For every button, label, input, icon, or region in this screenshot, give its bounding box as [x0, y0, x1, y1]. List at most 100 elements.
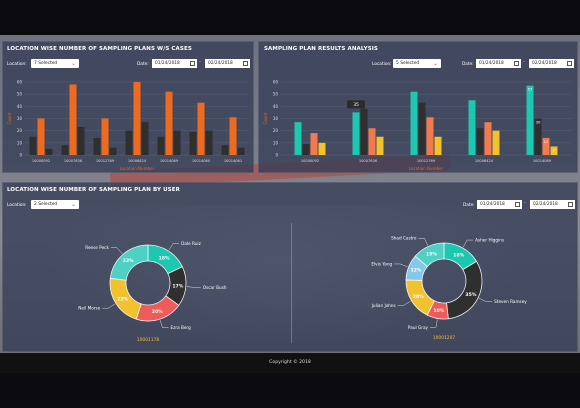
bar — [61, 145, 69, 155]
donut-slice — [109, 244, 149, 281]
calendar-icon[interactable] — [243, 61, 248, 66]
bar — [368, 128, 376, 155]
leader-line — [168, 243, 180, 251]
x-axis-title: Location Number — [409, 166, 444, 171]
bar — [534, 118, 542, 155]
date-to-input[interactable]: 02/24/2018 — [530, 200, 575, 209]
slice-name: Shad Castro — [391, 236, 417, 241]
date-to-input[interactable]: 02/24/2018 — [529, 59, 574, 68]
bar — [69, 84, 77, 155]
slice-percent: 12% — [411, 268, 422, 274]
leader-line — [186, 286, 201, 288]
x-tick-label: 10000092 — [301, 159, 319, 163]
y-axis-title: Count — [263, 112, 268, 124]
x-tick-label: 10012769 — [96, 159, 115, 163]
location-label: Location: — [372, 62, 392, 67]
location-label: Location: — [7, 62, 27, 67]
tooltip-value: 35 — [353, 102, 359, 108]
date-label: Date: — [137, 62, 149, 67]
y-tick-label: 60 — [273, 80, 279, 85]
date-separator: - — [523, 60, 525, 65]
bar — [410, 91, 418, 155]
slice-percent: 20% — [152, 309, 163, 315]
bar — [93, 137, 101, 155]
leader-line — [418, 237, 429, 246]
x-tick-label: 10006424 — [128, 159, 147, 163]
location-select-value: 2 Selected — [34, 202, 58, 207]
x-tick-label: 10000092 — [32, 159, 50, 163]
slice-percent: 10% — [433, 308, 444, 314]
bar — [125, 130, 133, 155]
location-select[interactable]: 5 Selected ⌄ — [393, 59, 441, 68]
calendar-icon[interactable] — [190, 61, 195, 66]
slice-name: Elvis Yang — [371, 261, 392, 266]
bar — [141, 122, 149, 155]
y-tick-label: 30 — [17, 116, 23, 121]
panel-title: SAMPLING PLAN RESULTS ANALYSIS — [264, 46, 378, 52]
slice-percent: 15% — [426, 251, 437, 257]
bar — [476, 128, 484, 155]
leader-line — [110, 247, 123, 254]
bar — [352, 112, 360, 155]
bar — [310, 133, 318, 155]
bar — [434, 136, 442, 155]
bar — [205, 130, 213, 155]
bar — [237, 147, 245, 155]
slice-name: Paul Gray — [408, 325, 429, 330]
y-axis-title: Count — [7, 112, 12, 124]
date-separator: - — [524, 201, 526, 206]
date-to-value: 02/24/2018 — [208, 61, 233, 66]
date-from-input[interactable]: 01/24/2018 — [477, 200, 522, 209]
leader-line — [397, 300, 411, 306]
slice-percent: 18% — [159, 255, 170, 261]
slice-name: Reese Peck — [85, 245, 109, 250]
slice-percent: 17% — [172, 283, 183, 289]
leader-line — [462, 239, 474, 248]
date-from-input[interactable]: 01/24/2018 — [476, 59, 521, 68]
bar — [294, 122, 302, 155]
slice-percent: 23% — [123, 258, 134, 264]
calendar-icon[interactable] — [567, 61, 572, 66]
bar — [360, 108, 368, 155]
slice-percent: 18% — [453, 252, 464, 258]
bar — [157, 136, 165, 155]
bar — [468, 100, 476, 155]
bar — [197, 102, 205, 155]
bar-chart-ws-cases: 0 10 20 30 40 50 60 Count 10000092 10007636 100127… — [7, 80, 249, 171]
panel-title: LOCATION WISE NUMBER OF SAMPLING PLAN BY… — [7, 187, 180, 193]
donut-slice — [446, 260, 483, 320]
x-tick-label: 10007636 — [64, 159, 83, 163]
location-select-value: 5 Selected — [396, 61, 420, 66]
bar — [550, 146, 558, 155]
tooltip — [347, 100, 365, 109]
bar — [165, 91, 173, 155]
calendar-icon[interactable] — [514, 61, 519, 66]
donut-slice — [414, 242, 445, 268]
panel-title: LOCATION WISE NUMBER OF SAMPLING PLANS W… — [7, 46, 192, 52]
location-select-value: 7 Selected — [34, 61, 58, 66]
slice-percent: 20% — [413, 294, 424, 300]
location-label: Location: — [7, 203, 27, 208]
x-tick-label: 10014061 — [224, 159, 242, 163]
bar-chart-results: PassFailSuspectOverdue0102030405060Count… — [263, 80, 571, 171]
x-tick-label: 10014069 — [533, 159, 552, 163]
date-from-input[interactable]: 01/24/2018 — [152, 59, 197, 68]
calendar-icon[interactable] — [515, 202, 520, 207]
x-tick-label: 10014060 — [192, 159, 211, 163]
date-to-value: 02/24/2018 — [533, 202, 558, 207]
date-to-input[interactable]: 02/24/2018 — [205, 59, 250, 68]
y-tick-label: 60 — [17, 80, 23, 85]
panel-sampling-plans-ws-cases: LOCATION WISE NUMBER OF SAMPLING PLANS W… — [2, 41, 254, 173]
date-label: Date: — [462, 62, 474, 67]
x-axis-title: Location Number — [120, 166, 155, 171]
slice-name: Julian Johns — [371, 303, 396, 308]
bar — [418, 102, 426, 155]
location-select[interactable]: 7 Selected ⌄ — [31, 59, 79, 68]
slice-percent: 35% — [465, 292, 476, 298]
y-tick-label: 50 — [273, 92, 279, 97]
calendar-icon[interactable] — [568, 202, 573, 207]
slice-name: Ezra Berg — [171, 325, 192, 330]
y-tick-label: 50 — [17, 92, 23, 97]
location-select[interactable]: 2 Selected ⌄ — [31, 200, 79, 209]
slice-percent: 22% — [117, 297, 128, 303]
